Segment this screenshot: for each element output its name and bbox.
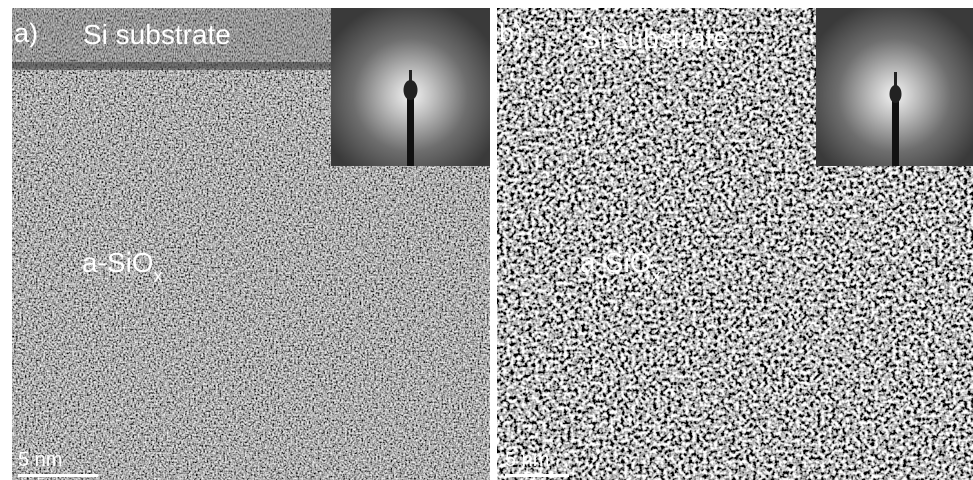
- material-base: a-SiO: [82, 247, 154, 278]
- figure: a) Si substrate a-SiOx 5 nm b) Si substr…: [0, 0, 973, 480]
- scale-bar-label: 5 nm: [505, 449, 549, 471]
- beam-stop: [407, 92, 414, 166]
- beam-stop-tip: [894, 72, 897, 88]
- panel-label: b): [499, 18, 523, 48]
- material-base: a-SiO: [580, 247, 652, 278]
- panel: a) Si substrate a-SiOx 5 nm: [12, 8, 490, 480]
- substrate-label: Si substrate: [581, 23, 729, 54]
- fft-inset: [331, 8, 490, 166]
- panel: b) Si substrate a-SiOx 5 nm: [497, 8, 973, 480]
- scale-bar-label: 5 nm: [18, 449, 62, 471]
- material-subscript: x: [154, 266, 163, 286]
- material-subscript: x: [652, 266, 661, 286]
- page: {"panels": [ {"label": "a)", "substrate"…: [0, 0, 973, 480]
- scale-bar: [18, 474, 98, 477]
- fft-inset: [816, 8, 973, 166]
- substrate-label: Si substrate: [83, 19, 231, 50]
- beam-stop: [892, 92, 899, 166]
- panel-label: a): [14, 18, 38, 48]
- scale-bar: [505, 474, 569, 477]
- beam-stop-tip: [409, 70, 412, 84]
